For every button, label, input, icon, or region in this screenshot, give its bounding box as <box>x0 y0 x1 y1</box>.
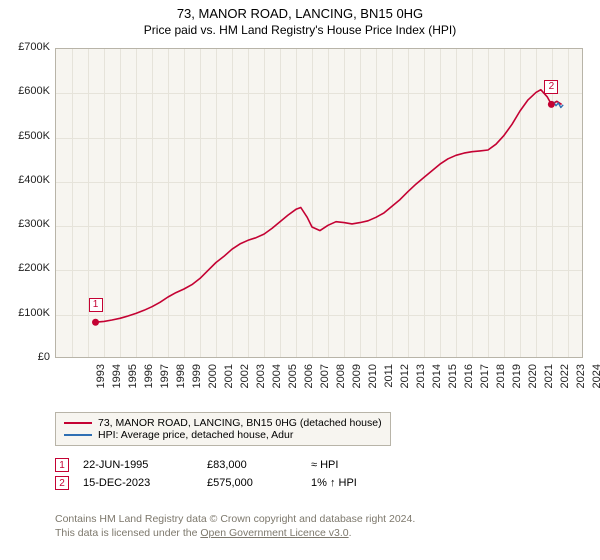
x-axis-label: 2001 <box>223 364 235 404</box>
x-axis-label: 2010 <box>367 364 379 404</box>
chart-marker: 1 <box>89 298 103 312</box>
transaction-price: £575,000 <box>207 477 297 489</box>
series-line <box>96 90 562 323</box>
x-axis-label: 2007 <box>319 364 331 404</box>
y-axis-label: £0 <box>5 351 50 363</box>
x-axis-label: 2005 <box>287 364 299 404</box>
x-axis-label: 2021 <box>543 364 555 404</box>
x-axis-label: 2022 <box>559 364 571 404</box>
x-axis-label: 2014 <box>431 364 443 404</box>
x-axis-label: 2019 <box>511 364 523 404</box>
transaction-row: 2 15-DEC-2023 £575,000 1% ↑ HPI <box>55 476 431 490</box>
x-axis-label: 2012 <box>399 364 411 404</box>
transaction-date: 22-JUN-1995 <box>83 459 193 471</box>
y-axis-label: £300K <box>5 218 50 230</box>
attr-line1-prefix: Contains HM Land Registry data © Crown c… <box>55 513 389 525</box>
y-axis-label: £500K <box>5 130 50 142</box>
transaction-row: 1 22-JUN-1995 £83,000 ≈ HPI <box>55 458 431 472</box>
chart-marker-dot <box>92 319 99 326</box>
attr-line2-suffix: . <box>349 527 352 539</box>
x-axis-label: 2016 <box>463 364 475 404</box>
legend-label: HPI: Average price, detached house, Adur <box>98 429 293 441</box>
y-axis-label: £400K <box>5 174 50 186</box>
x-axis-label: 2017 <box>479 364 491 404</box>
legend-swatch <box>64 422 92 424</box>
page-subtitle: Price paid vs. HM Land Registry's House … <box>0 21 600 37</box>
x-axis-label: 2024 <box>591 364 600 404</box>
page-title: 73, MANOR ROAD, LANCING, BN15 0HG <box>0 0 600 21</box>
x-axis-label: 2000 <box>207 364 219 404</box>
attr-year: 2024 <box>389 513 412 525</box>
x-axis-label: 2013 <box>415 364 427 404</box>
x-axis-label: 2023 <box>575 364 587 404</box>
attr-line2-prefix: This data is licensed under the <box>55 527 200 539</box>
x-axis-label: 1996 <box>143 364 155 404</box>
y-axis-label: £700K <box>5 41 50 53</box>
transaction-price: £83,000 <box>207 459 297 471</box>
transaction-vs-hpi: ≈ HPI <box>311 459 431 471</box>
attribution: Contains HM Land Registry data © Crown c… <box>55 512 415 540</box>
x-axis-label: 2009 <box>351 364 363 404</box>
legend-label: 73, MANOR ROAD, LANCING, BN15 0HG (detac… <box>98 417 382 429</box>
transaction-badge: 1 <box>55 458 69 472</box>
chart-marker-dot <box>548 101 555 108</box>
x-axis-label: 2011 <box>383 364 395 404</box>
x-axis-label: 1994 <box>111 364 123 404</box>
legend-item: 73, MANOR ROAD, LANCING, BN15 0HG (detac… <box>64 417 382 429</box>
ogl-link[interactable]: Open Government Licence v3.0 <box>200 527 348 539</box>
plot-area: 12 <box>55 48 583 358</box>
chart-marker: 2 <box>544 80 558 94</box>
x-axis-label: 2006 <box>303 364 315 404</box>
x-axis-label: 1997 <box>159 364 171 404</box>
x-axis-label: 1998 <box>175 364 187 404</box>
x-axis-label: 2003 <box>255 364 267 404</box>
transaction-badge: 2 <box>55 476 69 490</box>
x-axis-label: 2002 <box>239 364 251 404</box>
transaction-vs-hpi: 1% ↑ HPI <box>311 477 431 489</box>
y-axis-label: £100K <box>5 307 50 319</box>
x-axis-label: 1999 <box>191 364 203 404</box>
x-axis-label: 2018 <box>495 364 507 404</box>
legend: 73, MANOR ROAD, LANCING, BN15 0HG (detac… <box>55 412 391 446</box>
chart-svg <box>56 49 584 359</box>
transactions-table: 1 22-JUN-1995 £83,000 ≈ HPI 2 15-DEC-2023 £575… <box>55 458 431 494</box>
x-axis-label: 2015 <box>447 364 459 404</box>
legend-item: HPI: Average price, detached house, Adur <box>64 429 382 441</box>
legend-swatch <box>64 434 92 436</box>
y-axis-label: £600K <box>5 85 50 97</box>
x-axis-label: 1993 <box>95 364 107 404</box>
x-axis-label: 1995 <box>127 364 139 404</box>
attr-line1-suffix: . <box>412 513 415 525</box>
x-axis-label: 2020 <box>527 364 539 404</box>
x-axis-label: 2008 <box>335 364 347 404</box>
chart-container: 73, MANOR ROAD, LANCING, BN15 0HG Price … <box>0 0 600 560</box>
y-axis-label: £200K <box>5 262 50 274</box>
transaction-date: 15-DEC-2023 <box>83 477 193 489</box>
x-axis-label: 2004 <box>271 364 283 404</box>
